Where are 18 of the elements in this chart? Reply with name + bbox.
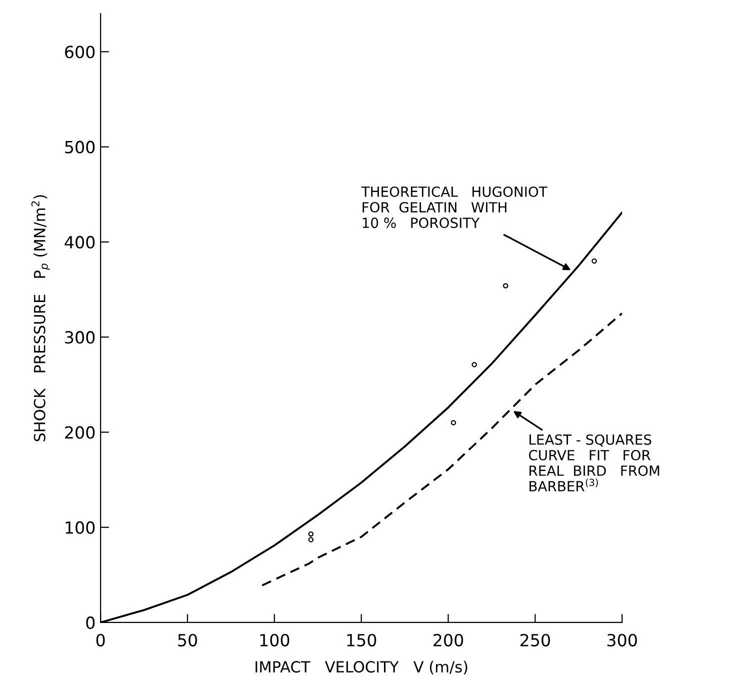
y-axis-title: SHOCK PRESSURE P$_{p}$ (MN/m$^{2}$) xyxy=(31,195,50,442)
y-tick-label: 200 xyxy=(65,426,95,439)
y-tick-label: 300 xyxy=(65,331,95,344)
y-tick-label: 500 xyxy=(65,140,95,154)
x-tick-label: 300 xyxy=(607,634,637,646)
x-axis-title: IMPACT VELOCITY V (m/s) xyxy=(256,660,468,674)
y-tick-label: 600 xyxy=(65,46,95,58)
y-tick-label: 0 xyxy=(86,616,95,630)
y-tick-label: 400 xyxy=(64,236,95,249)
x-tick-label: 250 xyxy=(520,634,550,646)
x-tick-label: 200 xyxy=(434,634,464,646)
x-tick-label: 50 xyxy=(178,634,197,646)
y-tick-label: 100 xyxy=(66,521,95,534)
x-tick-label: 0 xyxy=(96,634,105,646)
x-tick-label: 100 xyxy=(260,634,290,646)
annotation: THEORETICAL HUGONIOT FOR GELATIN WITH 10 % POROSITY xyxy=(361,186,548,228)
x-tick-label: 150 xyxy=(347,634,376,646)
annotation: LEAST - SQUARES CURVE FIT FOR REAL BIRD FROM BARBER$^{(3)}$ xyxy=(528,434,660,492)
